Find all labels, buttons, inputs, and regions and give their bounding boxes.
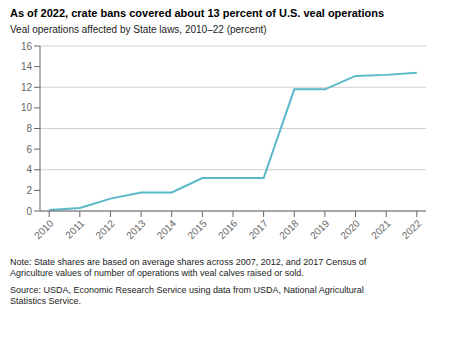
html-text:Veal operations affected by St: Veal operations affected by State laws, … (10, 24, 267, 35)
svg-text:2010: 2010 (32, 217, 56, 241)
svg-text:2011: 2011 (63, 217, 86, 240)
svg-text:2022: 2022 (400, 217, 424, 241)
svg-text:2019: 2019 (308, 217, 332, 241)
html-text:Note: State shares are based o: Note: State shares are based on average … (10, 257, 367, 267)
svg-text:2013: 2013 (124, 217, 148, 241)
svg-text:2017: 2017 (247, 217, 271, 241)
svg-text:2016: 2016 (216, 217, 240, 241)
html-text:Statistics Service.: Statistics Service. (10, 296, 81, 306)
svg-text:2015: 2015 (185, 217, 209, 241)
svg-text:14: 14 (21, 61, 33, 72)
svg-text:16: 16 (21, 41, 33, 52)
html-text:Agriculture values of number o: Agriculture values of number of operatio… (10, 268, 304, 278)
svg-text:8: 8 (26, 123, 32, 134)
svg-text:2021: 2021 (369, 217, 393, 241)
svg-text:6: 6 (26, 144, 32, 155)
svg-text:2: 2 (26, 185, 32, 196)
svg-text:4: 4 (26, 164, 32, 175)
svg-text:12: 12 (21, 82, 33, 93)
svg-text:0: 0 (26, 206, 32, 217)
svg-text:2018: 2018 (277, 217, 301, 241)
svg-text:10: 10 (21, 102, 33, 113)
svg-text:2012: 2012 (93, 217, 117, 241)
svg-text:2014: 2014 (155, 217, 179, 241)
svg-text:2020: 2020 (338, 217, 362, 241)
html-text:Source: USDA, Economic Researc: Source: USDA, Economic Research Service … (10, 285, 364, 295)
html-text:As of 2022, crate bans covered: As of 2022, crate bans covered about 13 … (10, 7, 385, 19)
